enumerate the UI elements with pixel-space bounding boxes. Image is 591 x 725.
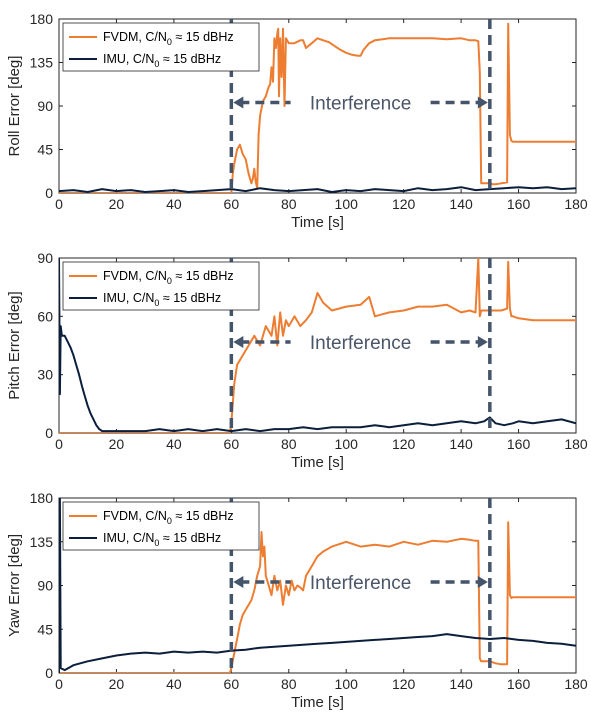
series-group	[59, 498, 576, 673]
x-tick-label: 160	[507, 436, 531, 452]
x-tick-label: 20	[109, 436, 125, 452]
x-tick-label: 160	[507, 196, 531, 212]
legend-entry: IMU, C/N0 ≈ 15 dBHz	[103, 52, 221, 69]
x-tick-label: 180	[564, 676, 588, 692]
x-tick-label: 80	[281, 676, 297, 692]
x-tick-label: 20	[109, 196, 125, 212]
y-tick-label: 45	[37, 621, 53, 637]
series-group	[59, 258, 576, 433]
x-tick-label: 100	[335, 196, 359, 212]
legend-text-main: FVDM, C/N	[103, 30, 167, 44]
y-tick-label: 90	[37, 98, 53, 114]
x-tick-label: 140	[449, 196, 473, 212]
legend-box	[62, 261, 260, 311]
x-tick-label: 40	[166, 676, 182, 692]
legend-entry: IMU, C/N0 ≈ 15 dBHz	[103, 291, 221, 308]
legend-text-tail: ≈ 15 dBHz	[172, 30, 234, 44]
arrowhead-left	[233, 576, 244, 588]
y-tick-label: 180	[30, 11, 54, 27]
x-tick-label: 100	[335, 676, 359, 692]
legend-subscript: 0	[167, 37, 172, 47]
x-tick-label: 120	[392, 196, 416, 212]
x-tick-label: 180	[564, 196, 588, 212]
x-axis-label: Time [s]	[291, 214, 344, 231]
x-tick-label: 140	[449, 436, 473, 452]
legend-subscript: 0	[167, 276, 172, 286]
x-tick-label: 60	[224, 196, 240, 212]
chart-panel-2: 0 20 40 60 80 100 120 140 160 180 0 30 60 90 Time [s] P…	[6, 250, 588, 471]
y-tick-label: 0	[45, 665, 53, 681]
legend-subscript: 0	[154, 298, 159, 308]
chart-panel-1: 0 20 40 60 80 100 120 140 160 180 0 45 90 135 180 Time …	[6, 11, 588, 231]
x-tick-label: 80	[281, 196, 297, 212]
y-tick-label: 0	[45, 425, 53, 441]
y-tick-label: 90	[37, 578, 53, 594]
legend-text-main: IMU, C/N	[103, 291, 154, 305]
x-axis-label: Time [s]	[291, 454, 344, 471]
imu-line	[59, 498, 576, 673]
interference-label: Interference	[310, 94, 411, 115]
y-tick-label: 180	[30, 490, 54, 506]
imu-line	[59, 258, 576, 433]
x-tick-label: 60	[224, 436, 240, 452]
fvdm-line	[59, 521, 576, 673]
legend-subscript: 0	[154, 538, 159, 548]
legend-box	[62, 501, 260, 551]
legend-entry: FVDM, C/N0 ≈ 15 dBHz	[103, 30, 234, 47]
legend-subscript: 0	[167, 516, 172, 526]
y-axis-label: Yaw Error [deg]	[6, 534, 23, 637]
y-axis-label: Pitch Error [deg]	[6, 291, 23, 399]
legend-text-main: FVDM, C/N	[103, 509, 167, 523]
x-axis-label: Time [s]	[291, 694, 344, 711]
legend-text-tail: ≈ 15 dBHz	[159, 291, 221, 305]
x-tick-label: 140	[449, 676, 473, 692]
legend-text-tail: ≈ 15 dBHz	[172, 509, 234, 523]
x-tick-label: 100	[335, 436, 359, 452]
legend-entry: FVDM, C/N0 ≈ 15 dBHz	[103, 269, 234, 286]
x-tick-label: 120	[392, 436, 416, 452]
y-tick-label: 0	[45, 185, 53, 201]
arrowhead-left	[233, 336, 244, 348]
y-tick-label: 30	[37, 367, 53, 383]
x-tick-label: 40	[166, 196, 182, 212]
y-tick-label: 135	[30, 55, 54, 71]
arrowhead-right	[477, 96, 488, 109]
x-tick-label: 160	[507, 676, 531, 692]
legend-box	[62, 22, 260, 72]
interference-label: Interference	[310, 333, 411, 354]
y-tick-label: 45	[37, 142, 53, 158]
legend-text-main: FVDM, C/N	[103, 269, 167, 283]
legend-entry: FVDM, C/N0 ≈ 15 dBHz	[103, 509, 234, 526]
x-tick-label: 40	[166, 436, 182, 452]
x-tick-label: 0	[55, 676, 63, 692]
x-tick-label: 180	[564, 436, 588, 452]
x-tick-label: 60	[224, 676, 240, 692]
arrowhead-right	[477, 576, 488, 588]
y-tick-label: 90	[37, 250, 53, 266]
y-tick-label: 60	[37, 308, 53, 324]
imu-line	[59, 186, 576, 193]
arrowhead-right	[477, 336, 488, 348]
x-tick-label: 80	[281, 436, 297, 452]
fvdm-line	[59, 258, 576, 433]
arrowhead-left	[233, 96, 244, 109]
legend-text-tail: ≈ 15 dBHz	[159, 52, 221, 66]
legend-text-tail: ≈ 15 dBHz	[159, 531, 221, 545]
x-tick-label: 120	[392, 676, 416, 692]
interference-label: Interference	[310, 573, 411, 594]
x-tick-label: 20	[109, 676, 125, 692]
legend-text-main: IMU, C/N	[103, 531, 154, 545]
legend-entry: IMU, C/N0 ≈ 15 dBHz	[103, 531, 221, 548]
y-tick-label: 135	[30, 534, 54, 550]
x-tick-label: 0	[55, 196, 63, 212]
y-axis-label: Roll Error [deg]	[6, 56, 23, 157]
x-tick-label: 0	[55, 436, 63, 452]
legend-text-main: IMU, C/N	[103, 52, 154, 66]
legend-subscript: 0	[154, 59, 159, 69]
legend-text-tail: ≈ 15 dBHz	[172, 269, 234, 283]
chart-panel-3: 0 20 40 60 80 100 120 140 160 180 0 45 90 135 180 Time …	[6, 490, 588, 711]
